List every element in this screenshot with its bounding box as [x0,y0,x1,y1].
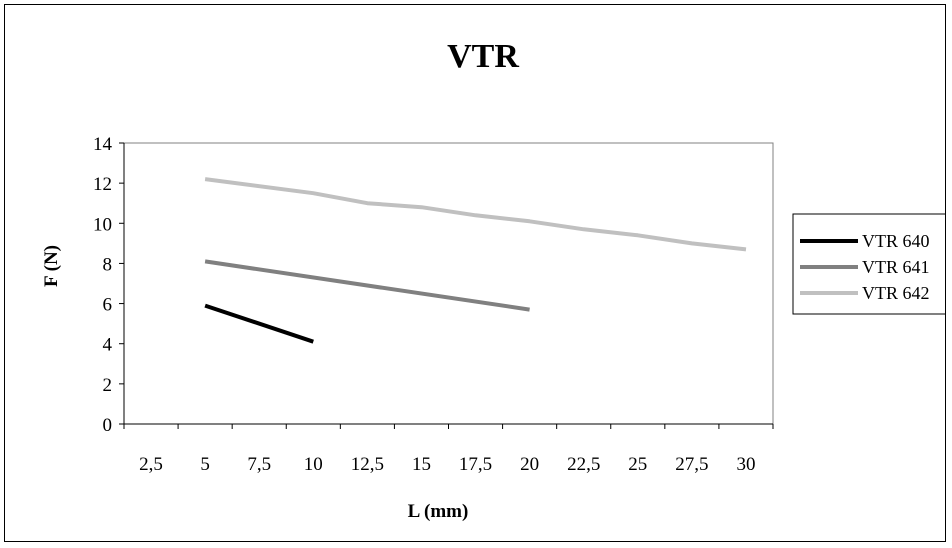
x-tick-label: 25 [628,454,647,475]
chart-title: VTR [447,38,519,75]
series-line-vtr-641 [204,259,530,312]
y-tick-label: 6 [103,295,113,316]
line-chart: VTR 0 2 4 6 8 10 12 14 2,5 5 7,5 10 12,5 15 17,5 20 22,5… [41,38,952,522]
x-tick-label: 20 [520,454,539,475]
x-axis-label: L (mm) [408,501,469,522]
x-tick-label: 17,5 [459,454,492,475]
legend-label: VTR 640 [862,231,930,251]
x-tick-label: 12,5 [351,454,384,475]
x-tick-label: 7,5 [247,454,271,475]
y-axis-label: F (N) [41,245,62,287]
y-tick-label: 0 [103,415,113,436]
x-tick-label: 15 [412,454,431,475]
x-tick-label: 30 [736,454,755,475]
x-tick-label: 22,5 [567,454,600,475]
plot-area [123,142,774,425]
y-tick-label: 4 [103,335,113,356]
axes: 0 2 4 6 8 10 12 14 2,5 5 7,5 10 12,5 15 17,5 20 22,5 25 27… [93,134,774,475]
x-tick-label: 27,5 [675,454,708,475]
x-tick-label: 10 [304,454,323,475]
series-line-vtr-640 [204,303,314,344]
y-tick-label: 2 [103,375,113,396]
legend-label: VTR 642 [862,283,930,303]
legend-box [792,213,952,315]
y-tick-label: 14 [93,134,113,155]
y-tick-label: 12 [93,174,112,195]
x-tick-label: 5 [200,454,210,475]
y-tick-label: 10 [93,214,112,235]
series-lines [204,177,747,344]
series-line-vtr-642 [204,177,747,252]
legend-label: VTR 641 [862,257,930,277]
legend: VTR 640 VTR 641 VTR 642 [792,213,952,315]
chart-frame: VTR 0 2 4 6 8 10 12 14 2,5 5 7,5 10 12,5 15 17,5 20 22,5… [4,4,952,542]
x-tick-label: 2,5 [139,454,163,475]
y-tick-label: 8 [103,254,113,275]
